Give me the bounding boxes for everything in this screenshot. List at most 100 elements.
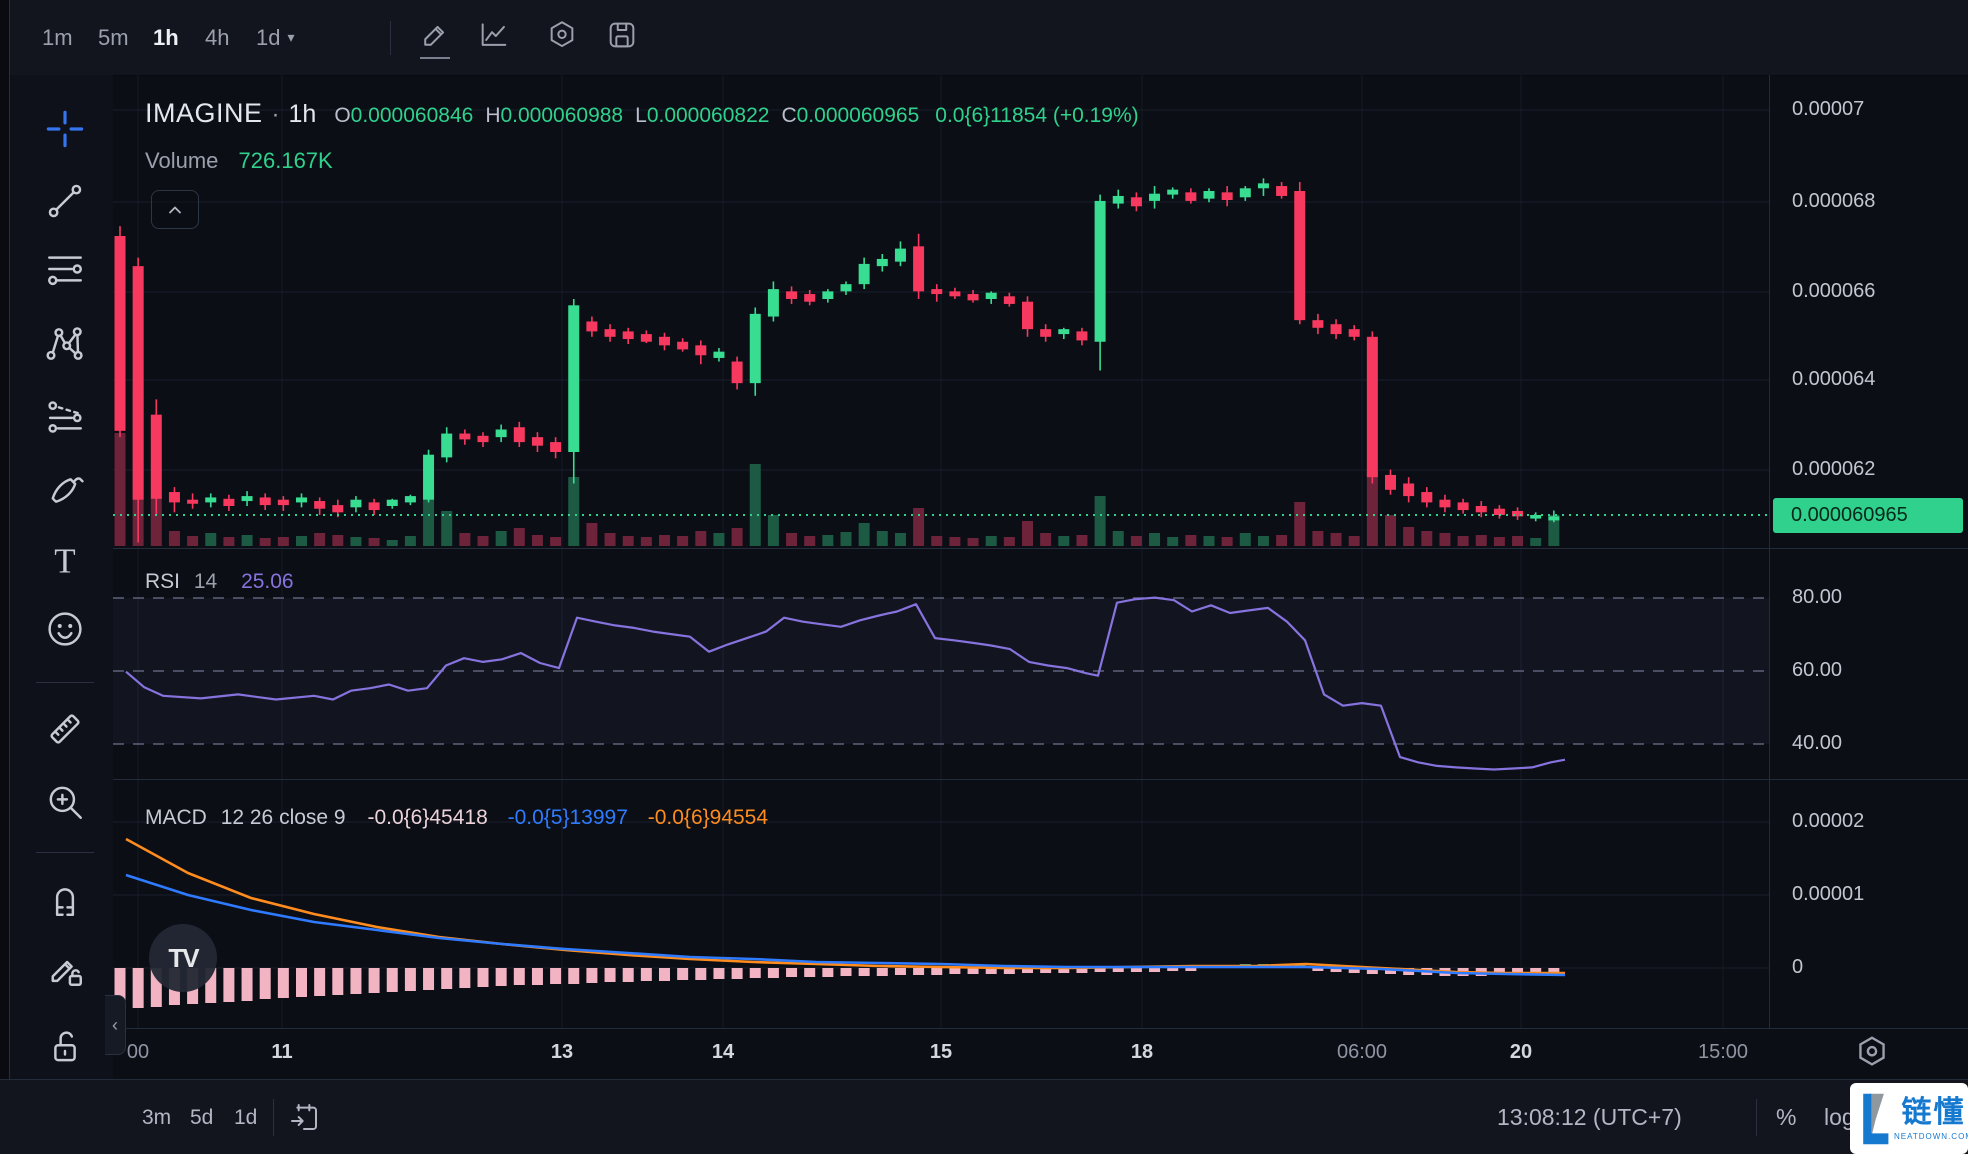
svg-text:T: T bbox=[54, 541, 75, 580]
bottombar-separator bbox=[1756, 1099, 1757, 1136]
time-axis-label: 00 bbox=[126, 1041, 150, 1063]
tool-crosshair-icon[interactable] bbox=[44, 108, 88, 152]
range-5d[interactable]: 5d bbox=[190, 1105, 214, 1129]
tool-text-icon[interactable]: T bbox=[44, 540, 88, 584]
timeframe-1m[interactable]: 1m bbox=[42, 24, 73, 50]
price-axis-label: 0.000062 bbox=[1792, 458, 1876, 480]
site-logo-url: NEATDOWN.COM bbox=[1894, 1132, 1968, 1141]
volume-label: Volume bbox=[145, 148, 219, 173]
macd-signal-value: -0.0{6}94554 bbox=[647, 806, 769, 829]
price-axis-label: 0.000066 bbox=[1792, 280, 1876, 302]
range-3m[interactable]: 3m bbox=[142, 1105, 172, 1129]
volume-legend[interactable]: Volume 726.167K bbox=[145, 148, 333, 174]
tool-trend-line-icon[interactable] bbox=[44, 180, 88, 224]
settings-icon[interactable] bbox=[545, 18, 583, 56]
clock-text: 13:08:12 (UTC+7) bbox=[1497, 1104, 1682, 1130]
price-change: 0.0{6}11854 (+0.19%) bbox=[935, 104, 1139, 127]
tradingview-watermark[interactable]: TV bbox=[149, 924, 217, 992]
symbol-legend[interactable]: IMAGINE · 1h O0.000060846 H0.000060988 L0.… bbox=[145, 98, 1139, 129]
timeframe-1d[interactable]: 1d ▾ bbox=[256, 24, 295, 50]
session-clock[interactable]: 13:08:12 (UTC+7) bbox=[1497, 1080, 1682, 1154]
ohlc-values: O0.000060846 H0.000060988 L0.000060822 C0.0… bbox=[334, 104, 931, 128]
timeframe-menu-caret-icon[interactable]: ▾ bbox=[287, 29, 295, 45]
macd-axis-label: 0.00001 bbox=[1792, 883, 1865, 905]
symbol-interval[interactable]: 1h bbox=[288, 100, 317, 128]
rsi-label: RSI bbox=[145, 570, 181, 593]
macd-line-value: -0.0{5}13997 bbox=[507, 806, 628, 829]
range-1d[interactable]: 1d bbox=[234, 1105, 258, 1129]
rsi-value: 25.06 bbox=[241, 570, 294, 593]
site-watermark-logo: 链懂 NEATDOWN.COM bbox=[1850, 1083, 1968, 1154]
chevron-left-icon: ‹ bbox=[112, 1014, 118, 1035]
rsi-period: 14 bbox=[193, 570, 218, 593]
log-scale-button[interactable]: log bbox=[1824, 1080, 1855, 1154]
rsi-axis-label: 80.00 bbox=[1792, 586, 1843, 608]
active-tool-underline bbox=[420, 57, 450, 59]
legend-collapse-button[interactable] bbox=[151, 190, 199, 229]
time-axis-label: 06:00 bbox=[1336, 1041, 1388, 1063]
price-axis[interactable]: 0.00007 0.000068 0.000066 0.000064 0.000062 8… bbox=[1769, 75, 1968, 1029]
toolbar-separator bbox=[390, 21, 391, 55]
time-axis-label: 15 bbox=[929, 1041, 953, 1063]
volume-series bbox=[114, 385, 1560, 546]
time-axis-label: 20 bbox=[1509, 1041, 1533, 1063]
macd-legend[interactable]: MACD 12 26 close 9 -0.0{6}45418 -0.0{5}1… bbox=[145, 806, 768, 830]
tool-forecast-icon[interactable] bbox=[44, 396, 88, 440]
timeframe-5m[interactable]: 5m bbox=[98, 24, 129, 50]
tool-emoji-icon[interactable] bbox=[44, 608, 88, 652]
sidebar-collapse-tab[interactable]: ‹ bbox=[105, 995, 126, 1055]
tradingview-logo-glyph: TV bbox=[168, 942, 199, 973]
time-axis-label: 18 bbox=[1130, 1041, 1154, 1063]
tool-brush-icon[interactable] bbox=[44, 466, 88, 510]
go-to-date-icon[interactable] bbox=[288, 1101, 322, 1135]
chevron-up-icon bbox=[169, 206, 181, 213]
percent-label: % bbox=[1776, 1104, 1797, 1130]
tool-horizontal-lines-icon[interactable] bbox=[44, 248, 88, 292]
price-axis-label: 0.00007 bbox=[1792, 98, 1865, 120]
tool-xabcd-pattern-icon[interactable] bbox=[44, 323, 88, 367]
symbol-separator: · bbox=[271, 101, 280, 128]
time-axis-label: 14 bbox=[711, 1041, 735, 1063]
site-logo-mark bbox=[1863, 1093, 1889, 1144]
bottom-toolbar: 3m 5d 1d 13:08:12 (UTC+7) % log bbox=[0, 1079, 1968, 1154]
pane-separator[interactable] bbox=[113, 779, 1968, 780]
rsi-legend[interactable]: RSI 14 25.06 bbox=[145, 570, 294, 594]
time-axis-label: 11 bbox=[271, 1041, 293, 1063]
log-label: log bbox=[1824, 1104, 1855, 1130]
ohlc-h: H0.000060988 bbox=[485, 104, 624, 127]
ohlc-c: C0.000060965 bbox=[781, 104, 920, 127]
tool-zoom-in-icon[interactable] bbox=[44, 781, 88, 825]
draw-icon[interactable] bbox=[418, 18, 456, 59]
macd-axis-label: 0.00002 bbox=[1792, 810, 1865, 832]
tool-edit-lock-icon[interactable] bbox=[44, 948, 88, 992]
percent-scale-button[interactable]: % bbox=[1776, 1080, 1796, 1154]
pane-separator bbox=[113, 1028, 1968, 1029]
drawing-toolbar: T bbox=[10, 75, 113, 1154]
tool-unlock-icon[interactable] bbox=[44, 1026, 88, 1070]
bottombar-separator bbox=[273, 1099, 274, 1136]
save-icon[interactable] bbox=[605, 18, 643, 56]
time-axis-label: 13 bbox=[550, 1041, 574, 1063]
sidebar-divider bbox=[36, 682, 94, 683]
macd-signal-line bbox=[125, 837, 1565, 975]
timeframe-4h[interactable]: 4h bbox=[205, 24, 230, 50]
timeframe-1h[interactable]: 1h bbox=[153, 24, 179, 50]
rsi-pane bbox=[113, 596, 1769, 771]
tool-ruler-icon[interactable] bbox=[44, 708, 88, 752]
top-toolbar: 1m 5m 1h 4h 1d ▾ bbox=[0, 0, 1968, 76]
tool-magnet-icon[interactable] bbox=[44, 878, 88, 922]
ohlc-o: O0.000060846 bbox=[334, 104, 474, 127]
ohlc-l: L0.000060822 bbox=[635, 104, 770, 127]
rsi-axis-label: 40.00 bbox=[1792, 732, 1843, 754]
site-logo-cn: 链懂 bbox=[1901, 1096, 1966, 1129]
axis-settings-icon[interactable] bbox=[1853, 1033, 1893, 1073]
volume-value: 726.167K bbox=[238, 148, 333, 173]
chart-canvas[interactable] bbox=[113, 75, 1769, 1029]
pane-separator[interactable] bbox=[113, 548, 1968, 549]
time-axis[interactable]: 00 11 13 14 15 18 06:00 20 15:00 bbox=[113, 1029, 1968, 1079]
symbol-name[interactable]: IMAGINE bbox=[145, 98, 263, 128]
indicators-icon[interactable] bbox=[477, 18, 515, 56]
candlestick-series bbox=[114, 178, 1560, 543]
macd-pane bbox=[114, 837, 1566, 1009]
gridlines bbox=[113, 75, 1769, 1028]
